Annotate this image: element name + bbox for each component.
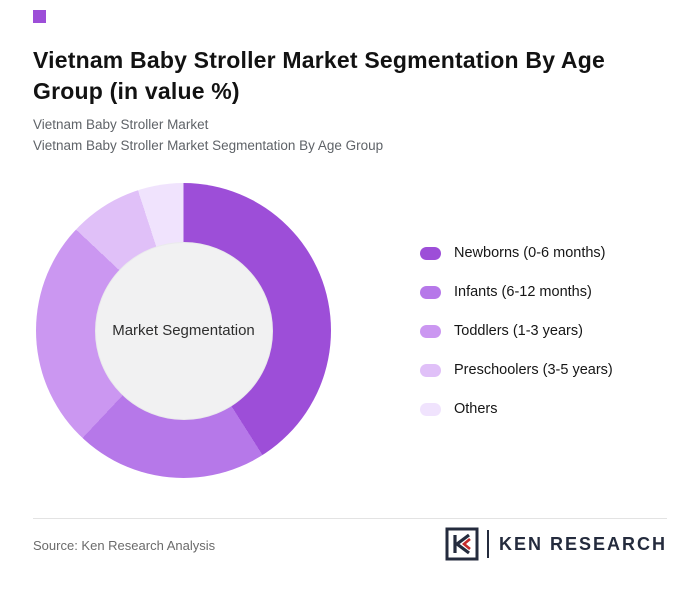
chart-subtitle-line2: Vietnam Baby Stroller Market Segmentatio… <box>33 138 384 153</box>
legend-swatch <box>420 363 441 377</box>
donut-ring: Market Segmentation <box>36 183 331 478</box>
chart-subtitles: Vietnam Baby Stroller Market Vietnam Bab… <box>33 114 673 156</box>
legend-label: Toddlers (1-3 years) <box>454 323 583 339</box>
ken-research-logo-icon <box>445 527 479 561</box>
legend-item: Newborns (0-6 months) <box>420 245 613 261</box>
page-title: Vietnam Baby Stroller Market Segmentatio… <box>33 47 605 105</box>
brand-name: KEN RESEARCH <box>498 533 667 554</box>
legend-item: Preschoolers (3-5 years) <box>420 362 613 378</box>
legend-label: Infants (6-12 months) <box>454 284 592 300</box>
donut-center: Market Segmentation <box>94 241 273 420</box>
donut-center-label: Market Segmentation <box>112 322 255 339</box>
chart-legend: Newborns (0-6 months) Infants (6-12 mont… <box>420 245 613 441</box>
accent-square <box>33 10 46 23</box>
brand-separator <box>486 530 489 558</box>
legend-swatch <box>420 246 441 260</box>
brand-logo: KEN RESEARCH <box>445 527 667 561</box>
donut-chart: Market Segmentation <box>36 183 331 478</box>
legend-item: Others <box>420 401 613 417</box>
chart-subtitle-line1: Vietnam Baby Stroller Market <box>33 117 209 132</box>
legend-label: Preschoolers (3-5 years) <box>454 362 613 378</box>
legend-item: Toddlers (1-3 years) <box>420 323 613 339</box>
footer-divider <box>33 518 667 519</box>
legend-swatch <box>420 285 441 299</box>
legend-item: Infants (6-12 months) <box>420 284 613 300</box>
legend-swatch <box>420 402 441 416</box>
legend-label: Newborns (0-6 months) <box>454 245 606 261</box>
source-text: Source: Ken Research Analysis <box>33 538 216 553</box>
legend-swatch <box>420 324 441 338</box>
legend-label: Others <box>454 401 498 417</box>
